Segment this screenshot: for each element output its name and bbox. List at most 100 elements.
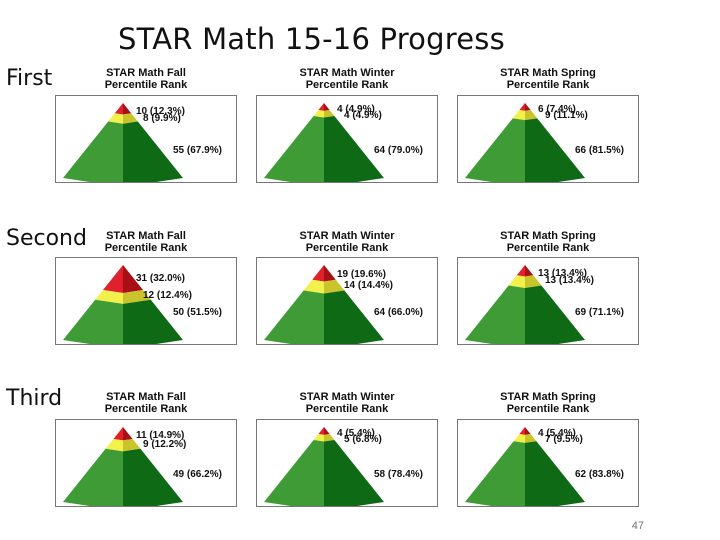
- grade-label: First: [6, 66, 53, 91]
- yellow-tier-label: 14 (14.4%): [344, 279, 393, 291]
- red-tier: [114, 103, 132, 115]
- green-tier: [63, 299, 183, 344]
- panel-title: STAR Math Spring: [500, 67, 596, 79]
- yellow-tier-label: 12 (12.4%): [143, 289, 192, 301]
- green-tier: [465, 285, 585, 344]
- pyramid-panel: 10 (12.3%) 8 (9.9%) 55 (67.9%): [55, 95, 237, 183]
- pyramid-svg: [63, 427, 183, 506]
- panel-title: STAR Math Fall: [106, 391, 186, 403]
- panel-header: STAR Math Fall Percentile Rank: [54, 230, 238, 254]
- panel-title: STAR Math Fall: [106, 67, 186, 79]
- panel-subtitle: Percentile Rank: [104, 242, 188, 254]
- yellow-tier-label: 9 (11.1%): [545, 109, 588, 121]
- yellow-tier-label: 5 (6.8%): [344, 433, 382, 445]
- red-tier: [519, 427, 531, 435]
- yellow-tier-label: 9 (12.2%): [143, 438, 187, 450]
- green-tier-label: 49 (66.2%): [173, 469, 222, 480]
- panel-subtitle: Percentile Rank: [305, 403, 389, 415]
- panel-title: STAR Math Winter: [299, 391, 395, 403]
- red-tier: [318, 427, 330, 435]
- red-tier-label: 4 (5.4%): [337, 428, 375, 440]
- green-tier-label: 64 (79.0%): [374, 145, 423, 156]
- panel-title: STAR Math Spring: [500, 391, 596, 403]
- pyramid-panel: 11 (14.9%) 9 (12.2%) 49 (66.2%): [55, 419, 237, 507]
- pyramid-panel: 6 (7.4%) 9 (11.1%) 66 (81.5%): [457, 95, 639, 183]
- green-tier-label: 66 (81.5%): [575, 145, 624, 156]
- red-tier: [312, 265, 336, 282]
- panel-header: STAR Math Winter Percentile Rank: [255, 230, 439, 254]
- pyramid-panel: 4 (5.4%) 7 (9.5%) 62 (83.8%): [457, 419, 639, 507]
- yellow-tier: [108, 113, 138, 124]
- pyramid-svg: [465, 265, 585, 344]
- red-tier: [102, 265, 144, 294]
- yellow-tier: [95, 290, 151, 304]
- green-tier-label: 62 (83.8%): [575, 469, 624, 480]
- page-number: 47: [631, 520, 644, 532]
- panel-header: STAR Math Fall Percentile Rank: [54, 391, 238, 415]
- yellow-tier: [105, 438, 141, 452]
- yellow-tier-label: 13 (13.4%): [545, 275, 594, 287]
- red-tier-label: 4 (5.4%): [538, 428, 576, 440]
- panel-title: STAR Math Winter: [299, 230, 395, 242]
- panel-subtitle: Percentile Rank: [506, 403, 590, 415]
- green-tier-label: 55 (67.9%): [173, 145, 222, 156]
- pyramid-svg: [264, 103, 384, 182]
- slide-title: STAR Math 15-16 Progress: [118, 22, 505, 56]
- panel-title: STAR Math Winter: [299, 67, 395, 79]
- panel-subtitle: Percentile Rank: [506, 79, 590, 91]
- red-tier: [516, 265, 534, 277]
- panel-subtitle: Percentile Rank: [305, 79, 389, 91]
- pyramid-svg: [63, 103, 183, 182]
- panel-header: STAR Math Winter Percentile Rank: [255, 67, 439, 91]
- yellow-tier: [313, 110, 335, 118]
- red-tier-label: 6 (7.4%): [538, 104, 576, 116]
- green-tier-label: 58 (78.4%): [374, 469, 423, 480]
- yellow-tier: [512, 110, 538, 121]
- yellow-tier-label: 8 (9.9%): [143, 113, 181, 125]
- red-tier: [113, 427, 133, 441]
- panel-header: STAR Math Spring Percentile Rank: [456, 67, 640, 91]
- green-tier: [264, 440, 384, 506]
- pyramid-svg: [264, 427, 384, 506]
- panel-subtitle: Percentile Rank: [104, 403, 188, 415]
- pyramid-svg: [465, 427, 585, 506]
- grade-label: Third: [6, 386, 63, 411]
- red-tier: [318, 103, 330, 111]
- panel-subtitle: Percentile Rank: [305, 242, 389, 254]
- pyramid-panel: 13 (13.4%) 13 (13.4%) 69 (71.1%): [457, 257, 639, 345]
- panel-header: STAR Math Winter Percentile Rank: [255, 391, 439, 415]
- red-tier: [519, 103, 531, 111]
- red-tier-label: 10 (12.3%): [136, 105, 185, 117]
- yellow-tier: [513, 434, 537, 443]
- pyramid-svg: [264, 265, 384, 344]
- yellow-tier: [508, 275, 542, 288]
- green-tier: [63, 448, 183, 506]
- pyramid-panel: 31 (32.0%) 12 (12.4%) 50 (51.5%): [55, 257, 237, 345]
- panel-header: STAR Math Spring Percentile Rank: [456, 391, 640, 415]
- green-tier: [264, 290, 384, 344]
- grade-label: Second: [6, 226, 87, 251]
- yellow-tier: [313, 434, 335, 442]
- green-tier: [63, 121, 183, 182]
- red-tier-label: 11 (14.9%): [136, 430, 185, 442]
- red-tier-label: 4 (4.9%): [337, 104, 375, 116]
- pyramid-panel: 4 (4.9%) 4 (4.9%) 64 (79.0%): [256, 95, 438, 183]
- pyramid-panel: 19 (19.6%) 14 (14.4%) 64 (66.0%): [256, 257, 438, 345]
- yellow-tier-label: 4 (4.9%): [344, 109, 382, 121]
- panel-title: STAR Math Spring: [500, 230, 596, 242]
- panel-header: STAR Math Fall Percentile Rank: [54, 67, 238, 91]
- pyramid-svg: [465, 103, 585, 182]
- red-tier-label: 19 (19.6%): [337, 269, 386, 281]
- green-tier: [465, 118, 585, 182]
- yellow-tier: [303, 279, 345, 294]
- red-tier-label: 31 (32.0%): [136, 272, 185, 284]
- panel-header: STAR Math Spring Percentile Rank: [456, 230, 640, 254]
- red-tier-label: 13 (13.4%): [538, 267, 587, 279]
- yellow-tier-label: 7 (9.5%): [545, 433, 583, 445]
- green-tier-label: 50 (51.5%): [173, 307, 222, 318]
- panel-subtitle: Percentile Rank: [506, 242, 590, 254]
- panel-subtitle: Percentile Rank: [104, 79, 188, 91]
- panel-title: STAR Math Fall: [106, 230, 186, 242]
- pyramid-svg: [63, 265, 183, 344]
- green-tier: [264, 116, 384, 182]
